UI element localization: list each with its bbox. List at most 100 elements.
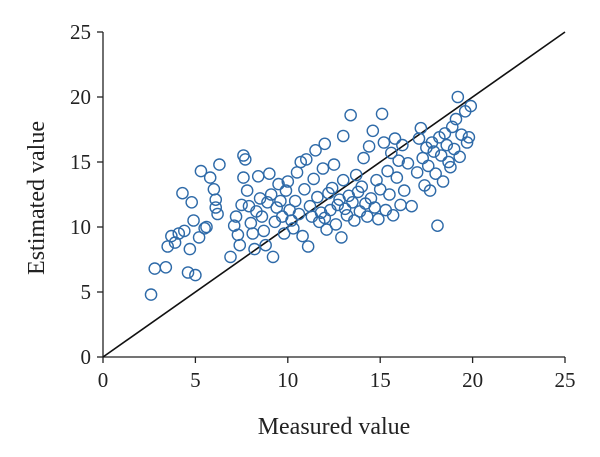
data-point — [181, 266, 195, 279]
points-layer — [144, 90, 478, 301]
data-point — [251, 169, 265, 183]
data-point — [231, 228, 245, 242]
data-point — [229, 210, 243, 223]
data-point — [331, 198, 344, 212]
data-point — [187, 214, 200, 227]
data-point — [464, 99, 478, 113]
data-point — [211, 207, 224, 221]
data-point — [192, 231, 206, 244]
data-point — [397, 184, 411, 197]
data-point — [366, 124, 380, 138]
data-point — [316, 162, 330, 175]
data-point — [440, 138, 454, 152]
data-point — [309, 143, 322, 157]
data-point — [259, 238, 272, 252]
data-point — [329, 218, 343, 231]
data-point — [375, 107, 389, 121]
data-point — [462, 130, 476, 144]
data-point — [431, 219, 444, 232]
y-axis-title: Estimated value — [24, 121, 50, 275]
data-point — [296, 229, 309, 243]
data-point — [235, 198, 248, 212]
data-point — [270, 201, 284, 214]
data-point — [233, 238, 247, 252]
data-point — [264, 188, 278, 201]
data-point — [336, 129, 350, 143]
data-point — [438, 127, 452, 140]
x-tick-label: 10 — [277, 368, 298, 392]
data-point — [401, 156, 415, 170]
data-point — [318, 137, 332, 151]
data-point — [327, 158, 341, 171]
data-point — [434, 149, 448, 162]
data-point — [301, 240, 315, 253]
data-point — [396, 138, 409, 152]
data-point — [200, 220, 213, 234]
data-point — [176, 186, 189, 200]
data-point — [338, 202, 352, 216]
data-point — [311, 190, 324, 204]
data-point — [279, 184, 293, 197]
data-point — [429, 167, 442, 180]
data-point — [421, 159, 435, 173]
data-point — [183, 242, 197, 256]
x-tick-label: 15 — [370, 368, 391, 392]
data-point — [335, 231, 348, 244]
data-point — [272, 177, 285, 191]
y-tick-label: 5 — [81, 280, 92, 304]
data-point — [405, 199, 418, 213]
data-point — [390, 171, 404, 184]
y-tick-label: 10 — [70, 215, 91, 239]
data-point — [237, 171, 250, 184]
x-tick-label: 5 — [190, 368, 201, 392]
data-point — [373, 182, 387, 196]
y-tick-label: 20 — [70, 85, 91, 109]
data-point — [148, 262, 162, 275]
data-point — [257, 224, 271, 238]
data-point — [194, 164, 208, 178]
y-tick-label: 25 — [70, 20, 91, 44]
data-point — [178, 224, 191, 238]
data-point — [460, 136, 474, 149]
x-tick-label: 0 — [98, 368, 109, 392]
data-point — [381, 164, 394, 178]
data-point — [444, 160, 457, 174]
data-point — [362, 140, 376, 153]
data-point — [355, 180, 369, 193]
data-point — [172, 227, 186, 240]
x-axis-title: Measured value — [258, 414, 411, 440]
data-point — [298, 182, 311, 196]
data-point — [346, 195, 359, 209]
data-point — [261, 195, 274, 209]
data-point — [240, 184, 254, 197]
data-point — [224, 250, 237, 264]
data-point — [213, 158, 226, 171]
data-point — [281, 175, 295, 188]
data-point — [165, 229, 178, 243]
data-point — [383, 188, 396, 201]
x-tick-label: 25 — [555, 368, 576, 392]
data-point — [198, 221, 211, 235]
data-point — [203, 171, 217, 184]
data-point — [246, 227, 259, 240]
data-point — [207, 182, 221, 196]
data-point — [209, 193, 223, 206]
data-point — [287, 221, 300, 235]
data-point — [416, 151, 430, 165]
data-point — [294, 155, 308, 169]
data-point — [372, 212, 385, 226]
data-point — [299, 153, 313, 166]
data-point — [455, 128, 468, 141]
data-point — [266, 250, 280, 264]
data-point — [336, 173, 350, 187]
data-point — [320, 223, 333, 236]
data-point — [388, 132, 402, 145]
data-point — [449, 112, 463, 126]
data-point — [290, 166, 304, 179]
data-point — [414, 121, 428, 135]
data-point — [244, 216, 258, 230]
data-point — [248, 242, 261, 256]
data-point — [348, 214, 361, 227]
data-point — [255, 210, 269, 223]
